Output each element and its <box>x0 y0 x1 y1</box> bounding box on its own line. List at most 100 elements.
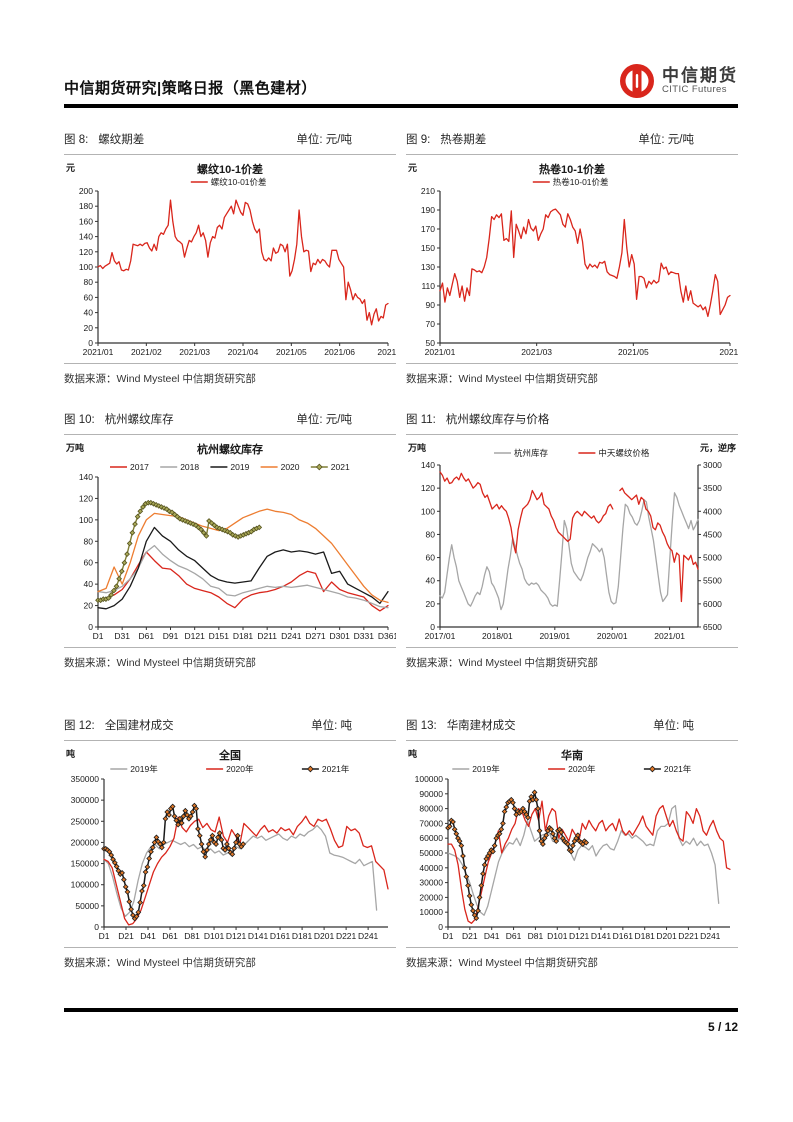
figure-11-block: 图 11: 杭州螺纹库存与价格 0 20 40 60 80 100 120 140 3000 35… <box>406 408 738 672</box>
svg-text:210: 210 <box>421 186 435 196</box>
svg-text:D161: D161 <box>270 931 291 941</box>
figure-title: 螺纹期差 <box>98 133 145 146</box>
svg-text:90000: 90000 <box>419 788 443 798</box>
logo-text-cn: 中信期货 <box>662 65 738 85</box>
svg-text:20: 20 <box>84 322 94 332</box>
svg-text:10000: 10000 <box>419 907 443 917</box>
svg-text:160: 160 <box>79 216 93 226</box>
svg-text:300000: 300000 <box>71 795 100 805</box>
figure-row-2: 图 10: 杭州螺纹库存 单位: 元/吨 0 20 40 60 80 100 120 140 D… <box>64 408 738 672</box>
svg-text:2021/03: 2021/03 <box>521 347 552 357</box>
figure-row-1: 图 8: 螺纹期差 单位: 元/吨 0 20 40 60 80 100 120 140 160 1… <box>64 128 738 388</box>
svg-text:2020年: 2020年 <box>568 764 596 774</box>
svg-text:50: 50 <box>426 338 436 348</box>
data-source: 数据来源：Wind Mysteel 中信期货研究部 <box>406 946 738 972</box>
svg-text:D41: D41 <box>484 931 500 941</box>
svg-text:70000: 70000 <box>419 818 443 828</box>
svg-text:D141: D141 <box>591 931 612 941</box>
svg-text:D1: D1 <box>93 631 104 641</box>
header-rule <box>64 104 738 108</box>
svg-text:0: 0 <box>94 922 99 932</box>
svg-text:D121: D121 <box>185 631 206 641</box>
figure-label: 图 11: <box>406 413 436 426</box>
figure-8-caption: 图 8: 螺纹期差 单位: 元/吨 <box>64 128 396 155</box>
svg-text:D181: D181 <box>233 631 254 641</box>
figure-row-3: 图 12: 全国建材成交 单位: 吨 0 50000 100000 150000 200… <box>64 714 738 972</box>
chart-national-building-materials-volume: 0 50000 100000 150000 200000 250000 300000 3500… <box>66 748 389 941</box>
svg-text:吨: 吨 <box>66 748 75 759</box>
figures-grid: 图 8: 螺纹期差 单位: 元/吨 0 20 40 60 80 100 120 140 160 1… <box>64 128 738 972</box>
svg-text:30000: 30000 <box>419 877 443 887</box>
svg-text:0: 0 <box>88 622 93 632</box>
svg-text:2021/04: 2021/04 <box>228 347 259 357</box>
svg-text:140: 140 <box>421 460 435 470</box>
data-source: 数据来源：Wind Mysteel 中信期货研究部 <box>406 646 738 672</box>
svg-text:2018/01: 2018/01 <box>482 631 513 641</box>
svg-text:250000: 250000 <box>71 816 100 826</box>
svg-text:200000: 200000 <box>71 837 100 847</box>
svg-text:0: 0 <box>430 622 435 632</box>
svg-text:热卷10-1价差: 热卷10-1价差 <box>539 162 605 176</box>
figure-13-block: 图 13: 华南建材成交 单位: 吨 0 10000 20000 30000 40000… <box>406 714 738 972</box>
svg-text:100: 100 <box>79 514 93 524</box>
svg-text:D361: D361 <box>378 631 396 641</box>
svg-text:热卷10-01价差: 热卷10-01价差 <box>553 177 609 187</box>
report-title: 中信期货研究|策略日报（黑色建材） <box>64 80 317 97</box>
svg-text:D21: D21 <box>462 931 478 941</box>
svg-text:D1: D1 <box>99 931 110 941</box>
svg-text:D211: D211 <box>257 631 277 641</box>
footer-rule <box>64 1008 738 1012</box>
svg-text:D81: D81 <box>184 931 200 941</box>
svg-text:2021: 2021 <box>331 462 350 472</box>
svg-text:130: 130 <box>421 262 435 272</box>
figure-label: 图 10: <box>64 413 95 426</box>
svg-text:100000: 100000 <box>71 879 100 889</box>
svg-text:D241: D241 <box>358 931 379 941</box>
page-footer: 5 / 12 <box>64 1008 738 1034</box>
svg-text:80000: 80000 <box>419 803 443 813</box>
svg-text:2021/05: 2021/05 <box>618 347 649 357</box>
svg-text:2021年: 2021年 <box>322 764 350 774</box>
citic-logo-icon <box>620 64 654 98</box>
figure-title: 杭州螺纹库存 <box>104 413 174 426</box>
svg-text:2021/: 2021/ <box>719 347 738 357</box>
svg-text:6500: 6500 <box>703 622 722 632</box>
page-header: 中信期货研究|策略日报（黑色建材） 中信期货 CITIC Futures <box>64 62 738 108</box>
figure-title: 全国建材成交 <box>104 719 174 732</box>
svg-text:2021/: 2021/ <box>377 347 396 357</box>
svg-text:2019/01: 2019/01 <box>539 631 570 641</box>
svg-text:110: 110 <box>421 281 435 291</box>
svg-text:2021/06: 2021/06 <box>324 347 355 357</box>
figure-13-caption: 图 13: 华南建材成交 单位: 吨 <box>406 714 738 741</box>
svg-text:4500: 4500 <box>703 529 722 539</box>
svg-text:100: 100 <box>421 506 435 516</box>
svg-text:6000: 6000 <box>703 598 722 608</box>
svg-text:杭州库存: 杭州库存 <box>514 448 549 458</box>
data-source: 数据来源：Wind Mysteel 中信期货研究部 <box>64 946 396 972</box>
figure-label: 图 12: <box>64 719 95 732</box>
chart-rebar-10-1-spread: 0 20 40 60 80 100 120 140 160 180 200 2021/01 2021/0… <box>66 162 396 357</box>
svg-text:D271: D271 <box>305 631 326 641</box>
svg-text:2021/05: 2021/05 <box>276 347 307 357</box>
svg-text:200: 200 <box>79 186 93 196</box>
svg-text:华南: 华南 <box>561 748 583 762</box>
svg-text:D1: D1 <box>443 931 454 941</box>
svg-text:120: 120 <box>421 483 435 493</box>
svg-text:2020年: 2020年 <box>226 764 254 774</box>
figure-8-block: 图 8: 螺纹期差 单位: 元/吨 0 20 40 60 80 100 120 140 160 1… <box>64 128 396 388</box>
svg-text:D201: D201 <box>314 931 335 941</box>
chart-hangzhou-inventory-vs-price: 0 20 40 60 80 100 120 140 3000 3500 4000 4500 5000 55… <box>407 442 736 641</box>
svg-text:50000: 50000 <box>75 900 99 910</box>
svg-text:D21: D21 <box>118 931 134 941</box>
svg-text:螺纹10-1价差: 螺纹10-1价差 <box>197 162 263 176</box>
svg-text:D201: D201 <box>656 931 677 941</box>
svg-text:3500: 3500 <box>703 483 722 493</box>
figure-unit: 单位: 元/吨 <box>296 413 352 426</box>
svg-text:50000: 50000 <box>419 848 443 858</box>
svg-text:元: 元 <box>66 163 75 173</box>
svg-text:D121: D121 <box>569 931 590 941</box>
svg-text:D221: D221 <box>336 931 357 941</box>
svg-text:D81: D81 <box>528 931 544 941</box>
svg-text:元，逆序: 元，逆序 <box>700 442 736 453</box>
svg-text:D181: D181 <box>292 931 313 941</box>
